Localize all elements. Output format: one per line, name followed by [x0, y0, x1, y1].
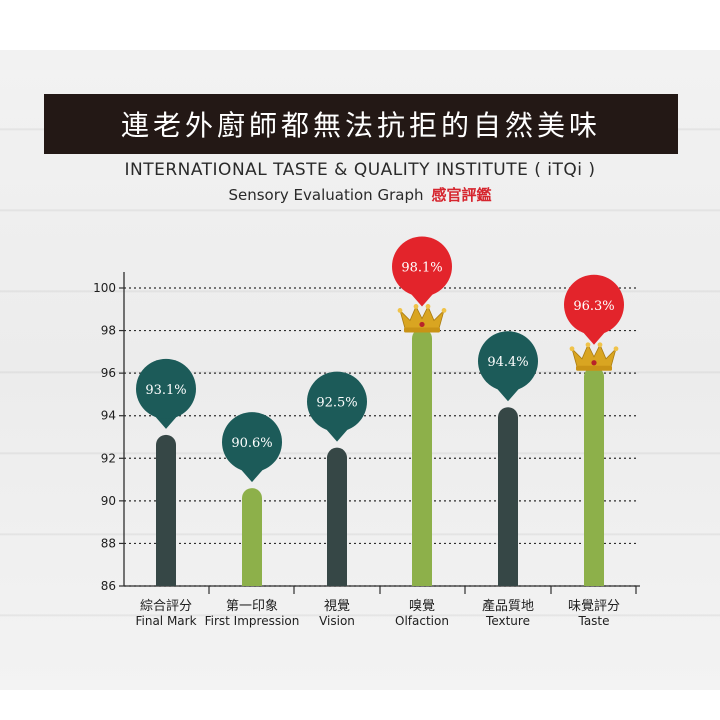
y-tick-label: 94: [101, 409, 116, 423]
y-tick-label: 100: [93, 281, 116, 295]
value-pin: [222, 412, 282, 483]
crown-icon: [397, 304, 447, 333]
y-tick-label: 86: [101, 579, 116, 593]
bar: [412, 328, 432, 586]
y-tick-label: 88: [101, 536, 116, 550]
page-title: 連老外廚師都無法抗拒的自然美味: [120, 109, 601, 142]
x-tick-label-cn: 綜合評分: [140, 599, 192, 614]
x-tick-label-en: First Impression: [205, 614, 300, 628]
data-label: 96.3%: [573, 299, 614, 314]
bar: [584, 366, 604, 586]
bar: [242, 488, 262, 586]
x-tick-label-cn: 味覺評分: [568, 599, 620, 614]
data-label: 94.4%: [487, 355, 528, 370]
subtitle-institute: INTERNATIONAL TASTE & QUALITY INSTITUTE …: [124, 160, 596, 180]
x-tick-label-en: Texture: [485, 614, 530, 628]
x-tick-label-cn: 嗅覺: [409, 599, 435, 614]
data-label: 98.1%: [401, 260, 442, 275]
x-tick-label-cn: 視覺: [324, 599, 350, 614]
x-tick-label-en: Vision: [319, 614, 355, 628]
crown-icon: [569, 342, 619, 371]
subtitle-graph-cn: 感官評鑑: [431, 186, 492, 204]
data-label: 92.5%: [316, 396, 357, 411]
bar: [327, 447, 347, 586]
y-tick-label: 96: [101, 366, 116, 380]
value-pin: [392, 236, 452, 307]
x-tick-label-en: Olfaction: [395, 614, 449, 628]
bar: [498, 407, 518, 586]
subtitle-graph: Sensory Evaluation Graph 感官評鑑: [0, 184, 720, 205]
subtitle-graph-en: Sensory Evaluation Graph: [228, 186, 424, 204]
value-pin: [564, 274, 624, 345]
x-tick-label-en: Final Mark: [135, 614, 196, 628]
x-tick-label-cn: 產品質地: [482, 598, 534, 614]
value-pin: [478, 331, 538, 402]
x-tick-label-cn: 第一印象: [226, 599, 278, 614]
value-pin: [136, 358, 196, 429]
bar: [156, 434, 176, 586]
y-tick-label: 90: [101, 494, 116, 508]
value-pin: [307, 371, 367, 442]
x-tick-label-en: Taste: [577, 614, 609, 628]
title-banner: 連老外廚師都無法抗拒的自然美味: [44, 94, 678, 154]
y-tick-label: 92: [101, 451, 116, 465]
data-label: 90.6%: [231, 436, 272, 451]
y-tick-label: 98: [101, 324, 116, 338]
data-label: 93.1%: [145, 383, 186, 398]
